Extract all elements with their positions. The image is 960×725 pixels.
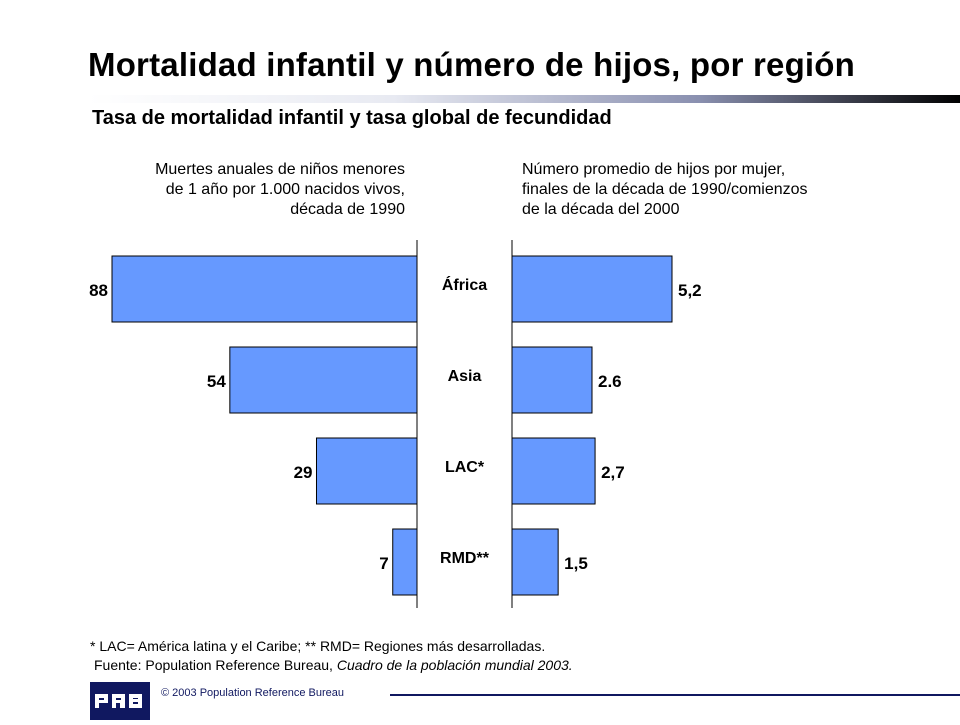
left-bar-value-label: 29 xyxy=(294,463,313,482)
left-bar-value-label: 54 xyxy=(207,372,226,391)
page-subtitle: Tasa de mortalidad infantil y tasa globa… xyxy=(92,107,612,129)
source-note: Fuente: Population Reference Bureau, Cua… xyxy=(94,657,573,673)
right-bar-value-label: 5,2 xyxy=(678,281,702,300)
page-title: Mortalidad infantil y número de hijos, p… xyxy=(88,46,856,83)
right-bar xyxy=(511,528,559,596)
category-label: África xyxy=(442,275,487,294)
right-chart-caption: Número promedio de hijos por mujer, fina… xyxy=(522,160,862,220)
left-bar xyxy=(111,255,418,323)
right-caption-line: Número promedio de hijos por mujer, xyxy=(522,161,786,178)
source-prefix: Fuente: Population Reference Bureau, xyxy=(94,657,337,673)
left-bar-value-label: 7 xyxy=(379,554,388,573)
copyright: © 2003 Population Reference Bureau xyxy=(161,687,345,699)
right-bar xyxy=(511,346,593,414)
right-caption-line: finales de la década de 1990/comienzos xyxy=(522,181,808,198)
title-underline-bar xyxy=(88,95,960,103)
left-bar xyxy=(315,437,418,505)
right-caption-line: de la década del 2000 xyxy=(522,201,680,218)
category-label: LAC* xyxy=(445,459,485,476)
left-bar-value-label: 88 xyxy=(89,281,108,300)
source-title: Cuadro de la población mundial 2003. xyxy=(336,657,573,673)
left-caption-line: Muertes anuales de niños menores xyxy=(155,161,405,178)
left-caption-line: década de 1990 xyxy=(290,201,405,218)
left-chart-caption: Muertes anuales de niños menores de 1 añ… xyxy=(90,160,405,220)
category-label: RMD** xyxy=(440,550,490,567)
footer-rule xyxy=(390,694,960,696)
right-bar xyxy=(511,255,673,323)
left-bar xyxy=(392,528,418,596)
prb-logo xyxy=(90,682,150,720)
footnote: * LAC= América latina y el Caribe; ** RM… xyxy=(90,638,546,654)
left-caption-line: de 1 año por 1.000 nacidos vivos, xyxy=(165,181,405,198)
right-bar-value-label: 1,5 xyxy=(564,554,588,573)
right-bar-value-label: 2.6 xyxy=(598,372,622,391)
right-bar xyxy=(511,437,596,505)
left-bar xyxy=(229,346,418,414)
right-bar-value-label: 2,7 xyxy=(601,463,625,482)
category-label: Asia xyxy=(448,368,482,385)
